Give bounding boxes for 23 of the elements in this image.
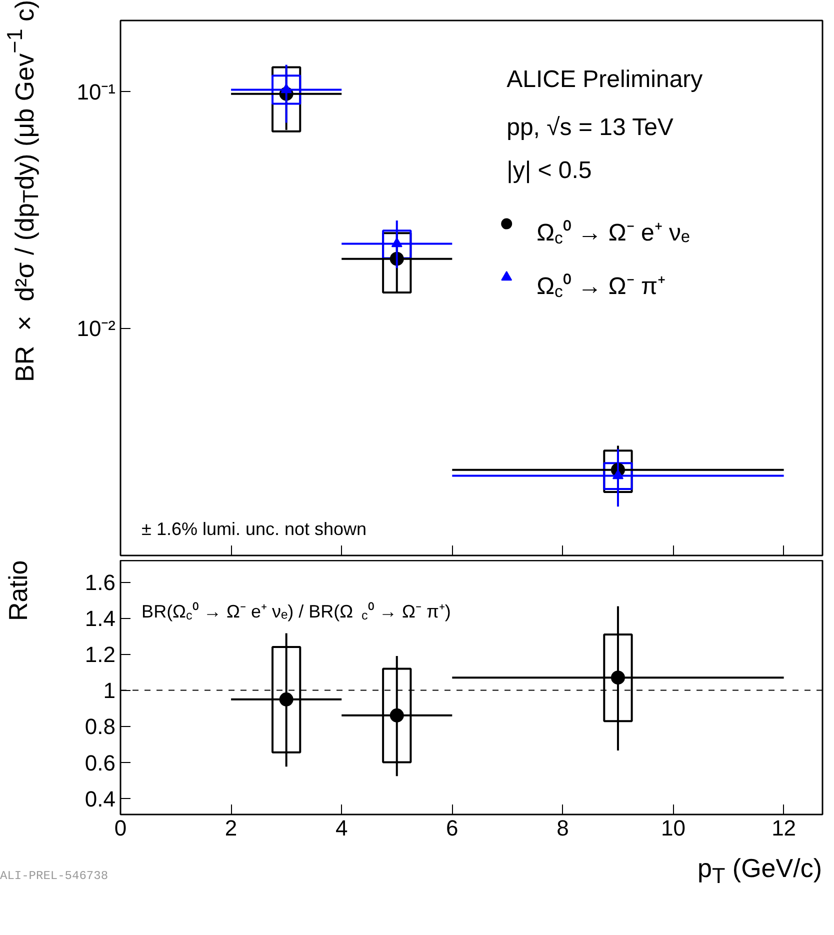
y-tick-label: 1.2: [84, 642, 116, 668]
y-tick-label: 0.6: [84, 750, 116, 776]
x-tick-label: 6: [446, 816, 458, 840]
x-tick-label: 2: [224, 816, 238, 840]
y-tick-label: 10⁻²: [76, 316, 116, 342]
annotation: ALICE Preliminary: [506, 66, 703, 93]
annotation: |y| < 0.5: [506, 156, 592, 184]
y-tick-label: 10⁻¹: [76, 79, 116, 104]
annotation: ± 1.6% lumi. unc. not shown: [142, 518, 367, 539]
x-axis-title: p$_{T}$ (GeV/c): [698, 852, 822, 890]
x-tick-label: 0: [114, 816, 127, 840]
y-axis-title: Ratio: [2, 560, 34, 623]
x-tick-label: 8: [556, 816, 569, 840]
x-tick-label: 12: [772, 816, 796, 840]
y-tick-label: 0.4: [84, 786, 116, 812]
x-tick-label: 4: [335, 816, 348, 840]
text: ALI-PREL-546738: [0, 868, 108, 885]
y-tick-label: 1.4: [84, 606, 116, 632]
x-tick-label: 10: [661, 816, 686, 840]
y-tick-label: 1: [103, 678, 116, 704]
y-tick-label: 0.8: [84, 714, 116, 740]
annotation: pp, √s = 13 TeV: [506, 114, 674, 141]
y-tick-label: 1.6: [84, 570, 116, 596]
